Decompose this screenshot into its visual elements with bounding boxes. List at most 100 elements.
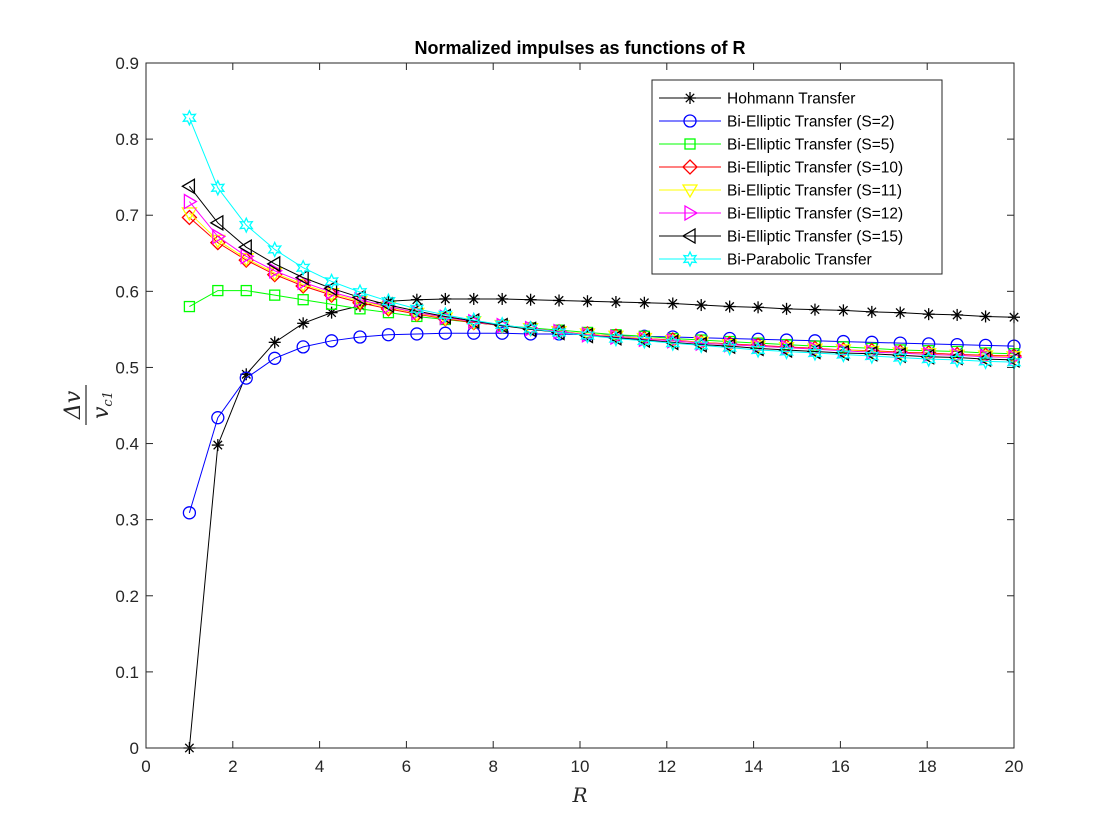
data-point xyxy=(894,344,909,362)
data-point xyxy=(835,345,851,364)
y-axis-label-numerator: Δv xyxy=(61,390,86,420)
legend-entry: Bi-Elliptic Transfer (S=12) xyxy=(659,204,903,223)
data-point xyxy=(438,326,452,340)
chart-title: Normalized impulses as functions of R xyxy=(414,38,745,58)
data-point xyxy=(723,300,736,313)
data-point xyxy=(665,334,681,352)
axis-layer: 0 2 4 6 8 10 12 14 16 18 20 0 0.1 0.2 0.3 0.4 0.5 0.6 0.7 0… xyxy=(115,54,1023,776)
data-point xyxy=(693,336,709,354)
data-point xyxy=(1008,349,1023,366)
x-tick-label: 4 xyxy=(315,757,324,776)
data-point xyxy=(580,326,595,345)
data-point xyxy=(410,327,424,341)
data-point xyxy=(779,342,794,361)
legend-box xyxy=(651,79,943,275)
legend-entry: Bi-Elliptic Transfer (S=11) xyxy=(659,183,902,200)
data-point xyxy=(837,304,850,317)
legend-entry: Bi-Elliptic Transfer (S=5) xyxy=(659,137,895,154)
legend-label: Bi-Elliptic Transfer (S=12) xyxy=(727,206,903,223)
data-point xyxy=(921,350,937,368)
y-axis-label: Δv vc1 xyxy=(61,385,116,425)
data-point xyxy=(237,239,252,256)
data-point xyxy=(268,351,282,365)
data-point xyxy=(864,347,880,365)
y-tick-label: 0.4 xyxy=(115,435,139,454)
data-point xyxy=(494,319,511,334)
data-point xyxy=(553,294,566,307)
series-7 xyxy=(181,109,1022,371)
data-point xyxy=(181,207,198,222)
data-point xyxy=(865,305,878,318)
data-point xyxy=(666,297,679,310)
y-tick-label: 0.5 xyxy=(115,358,139,377)
data-point xyxy=(495,326,509,340)
data-point xyxy=(238,252,255,267)
y-tick-label: 0.1 xyxy=(115,663,139,682)
data-point xyxy=(494,316,510,334)
data-point xyxy=(683,114,697,128)
y-axis-label-denominator-sub: c1 xyxy=(101,391,116,407)
data-point xyxy=(181,178,196,195)
data-point xyxy=(238,216,254,234)
data-point xyxy=(183,193,198,210)
data-point xyxy=(808,303,821,316)
data-point xyxy=(181,209,198,226)
data-point xyxy=(695,299,708,312)
y-tick-label: 0.2 xyxy=(115,587,139,606)
x-tick-label: 8 xyxy=(488,757,497,776)
data-point xyxy=(294,269,309,286)
y-tick-label: 0.3 xyxy=(115,511,139,530)
legend-label: Bi-Elliptic Transfer (S=10) xyxy=(727,160,903,177)
data-point xyxy=(496,292,509,305)
data-point xyxy=(681,184,699,199)
data-point xyxy=(684,204,699,222)
data-point xyxy=(750,341,766,359)
data-point xyxy=(979,348,994,365)
data-point xyxy=(466,311,482,329)
y-tick-label: 0.9 xyxy=(115,54,139,73)
data-point xyxy=(892,349,908,367)
data-point xyxy=(212,228,227,245)
legend-entry: Bi-Parabolic Transfer xyxy=(659,250,872,269)
data-point xyxy=(269,262,284,279)
data-point xyxy=(352,283,368,301)
data-point xyxy=(439,292,452,305)
data-point xyxy=(211,439,224,452)
x-tick-label: 16 xyxy=(831,757,850,776)
data-point xyxy=(608,329,624,348)
data-point xyxy=(183,300,196,313)
data-point xyxy=(437,306,453,324)
legend-entry: Hohmann Transfer xyxy=(659,91,855,108)
legend-label: Bi-Elliptic Transfer (S=5) xyxy=(727,137,895,154)
data-point xyxy=(581,295,594,308)
data-point xyxy=(636,332,652,350)
data-point xyxy=(269,289,281,301)
data-point xyxy=(210,179,226,197)
data-point xyxy=(682,159,698,175)
data-point xyxy=(951,308,964,321)
y-tick-label: 0 xyxy=(130,739,139,758)
data-point xyxy=(409,300,425,318)
data-point xyxy=(381,292,396,310)
x-tick-label: 20 xyxy=(1005,757,1024,776)
legend-label: Bi-Elliptic Transfer (S=11) xyxy=(727,183,902,200)
data-point xyxy=(949,351,965,369)
data-point xyxy=(951,347,966,364)
data-point xyxy=(297,317,310,330)
data-point xyxy=(209,214,224,231)
data-point xyxy=(638,296,651,309)
data-point xyxy=(266,255,281,273)
data-point xyxy=(324,272,339,290)
y-tick-label: 0.7 xyxy=(115,206,139,225)
data-point xyxy=(467,292,480,305)
x-tick-label: 12 xyxy=(657,757,676,776)
x-tick-label: 6 xyxy=(402,757,411,776)
data-point xyxy=(212,284,224,297)
data-point xyxy=(295,278,312,293)
data-point xyxy=(325,298,338,310)
data-point xyxy=(351,289,366,306)
data-point xyxy=(381,328,396,342)
data-point xyxy=(551,323,567,341)
legend-label: Bi-Parabolic Transfer xyxy=(727,252,872,269)
legend-entry: Bi-Elliptic Transfer (S=2) xyxy=(659,114,895,131)
